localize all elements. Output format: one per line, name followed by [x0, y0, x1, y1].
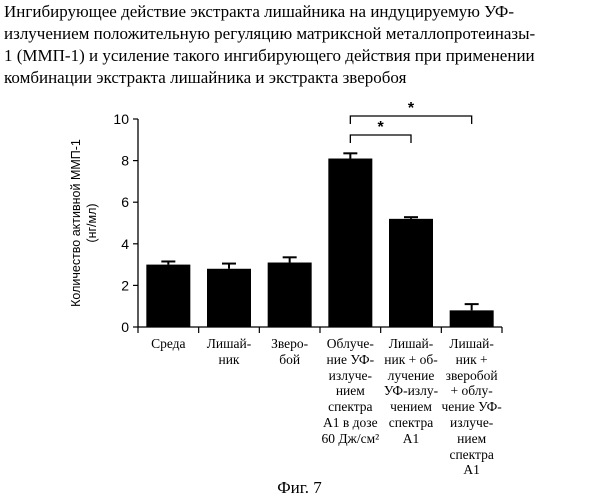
category-label-line: спектра — [430, 447, 514, 463]
y-tick-label: 8 — [121, 153, 129, 169]
significance-marker: * — [378, 119, 385, 136]
category-label-line: излуче- — [430, 415, 514, 431]
y-axis-label: Количество активной ММП-1 (нг/мл) — [68, 113, 100, 333]
significance-bracket — [350, 116, 471, 124]
bar — [268, 263, 312, 327]
category-label-line: нием — [430, 431, 514, 447]
y-tick-label: 6 — [121, 194, 129, 210]
y-tick-label: 0 — [121, 319, 129, 335]
y-axis-label-line: Количество активной ММП-1 — [68, 113, 84, 333]
significance-bracket — [350, 135, 411, 143]
category-label-line: чение УФ- — [430, 399, 514, 415]
bar — [146, 265, 190, 327]
y-axis-label-line: (нг/мл) — [84, 113, 100, 333]
y-tick-label: 2 — [121, 277, 129, 293]
category-label-line: Лишай- — [430, 336, 514, 352]
category-label-line: + облу- — [430, 383, 514, 399]
bar — [450, 310, 494, 327]
category-label: Лишай-ник +зверобой+ облу-чение УФ-излуч… — [430, 336, 514, 478]
bar — [207, 269, 251, 327]
category-label-line: зверобой — [430, 368, 514, 384]
y-tick-label: 10 — [113, 111, 129, 127]
bar — [328, 159, 372, 327]
y-tick-label: 4 — [121, 236, 129, 252]
figure-caption: Фиг. 7 — [0, 478, 599, 498]
bar — [389, 219, 433, 327]
category-label-line: А1 — [430, 462, 514, 478]
significance-marker: * — [408, 100, 415, 117]
category-label-line: ник + — [430, 352, 514, 368]
